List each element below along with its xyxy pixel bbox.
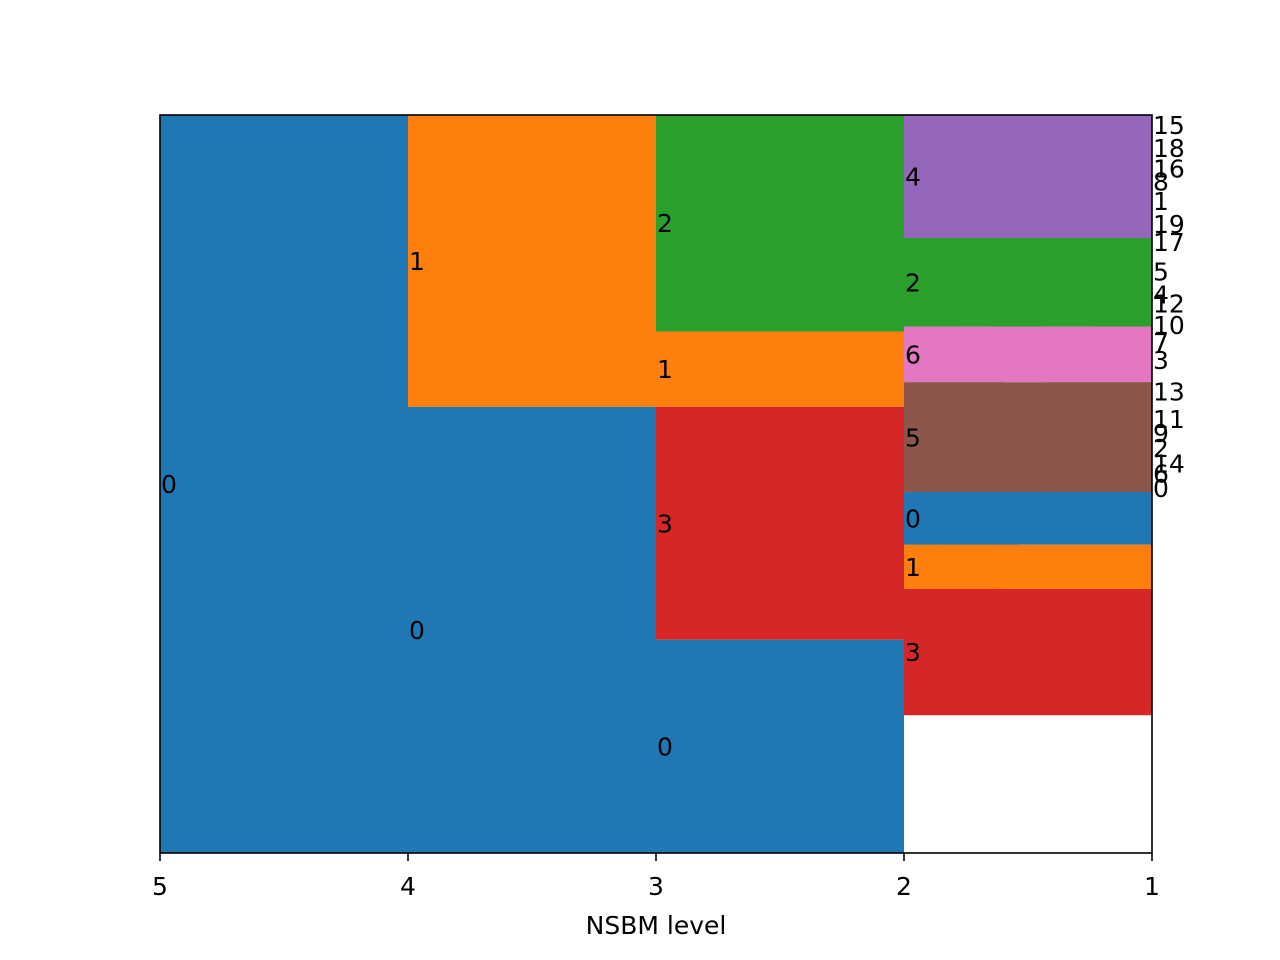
group-labels-layer: 0102130426501315181681191754121073131192… bbox=[161, 111, 1185, 762]
group-label-level-2: 2 bbox=[905, 268, 921, 297]
group-label-level-1: 19 bbox=[1153, 210, 1185, 239]
group-label-level-1: 2 bbox=[1153, 434, 1169, 463]
group-label-level-2: 5 bbox=[905, 423, 921, 452]
band-level-2-group-0 bbox=[904, 492, 1152, 545]
band-level-5-group-0 bbox=[160, 115, 408, 853]
group-label-level-2: 0 bbox=[905, 504, 921, 533]
group-label-level-2: 3 bbox=[905, 638, 921, 667]
band-level-2-group-3 bbox=[904, 588, 1152, 716]
band-level-2-group-2 bbox=[904, 238, 1152, 327]
group-label-level-5: 0 bbox=[161, 470, 177, 499]
group-label-level-1: 17 bbox=[1153, 228, 1185, 257]
x-axis-label: NSBM level bbox=[586, 911, 727, 940]
group-label-level-2: 4 bbox=[905, 163, 921, 192]
group-label-level-1: 9 bbox=[1153, 419, 1169, 448]
x-tick-label: 4 bbox=[400, 872, 416, 901]
group-label-level-1: 3 bbox=[1153, 346, 1169, 375]
group-label-level-1: 4 bbox=[1153, 281, 1169, 310]
band-level-3-group-2 bbox=[656, 115, 904, 332]
group-label-level-3: 1 bbox=[657, 355, 673, 384]
group-label-level-1: 10 bbox=[1153, 311, 1185, 340]
group-label-level-2: 1 bbox=[905, 553, 921, 582]
group-label-level-1: 12 bbox=[1153, 290, 1185, 319]
group-label-level-1: 8 bbox=[1153, 167, 1169, 196]
group-label-level-1: 18 bbox=[1153, 134, 1185, 163]
group-label-level-1: 6 bbox=[1153, 459, 1169, 488]
x-tick-label: 2 bbox=[896, 872, 912, 901]
group-label-level-4: 0 bbox=[409, 616, 425, 645]
group-label-level-3: 0 bbox=[657, 732, 673, 761]
band-level-3-group-3 bbox=[656, 406, 904, 640]
group-label-level-1: 13 bbox=[1153, 377, 1185, 406]
group-label-level-1: 5 bbox=[1153, 258, 1169, 287]
group-label-level-3: 2 bbox=[657, 209, 673, 238]
group-label-level-1: 16 bbox=[1153, 154, 1185, 183]
group-label-level-1: 1 bbox=[1153, 187, 1169, 216]
group-label-level-1: 11 bbox=[1153, 405, 1185, 434]
x-tick-label: 3 bbox=[648, 872, 664, 901]
band-level-3-group-0 bbox=[656, 639, 904, 853]
band-level-3-group-1 bbox=[656, 331, 904, 407]
group-label-level-4: 1 bbox=[409, 247, 425, 276]
group-label-level-2: 6 bbox=[905, 340, 921, 369]
group-label-level-1: 15 bbox=[1153, 111, 1185, 140]
group-label-level-1: 0 bbox=[1153, 474, 1169, 503]
band-level-4-group-0 bbox=[408, 406, 656, 853]
bars-layer bbox=[160, 115, 1152, 853]
band-level-2-group-4 bbox=[904, 115, 1152, 238]
band-level-4-group-1 bbox=[408, 115, 656, 407]
x-axis: 5 4 3 2 1 bbox=[152, 853, 1160, 901]
group-label-level-3: 3 bbox=[657, 509, 673, 538]
band-level-2-group-1 bbox=[904, 544, 1152, 589]
group-label-level-1: 14 bbox=[1153, 450, 1185, 479]
band-level-2-group-5 bbox=[904, 382, 1152, 493]
x-tick-label: 5 bbox=[152, 872, 168, 901]
group-label-level-1: 7 bbox=[1153, 328, 1169, 357]
x-tick-label: 1 bbox=[1144, 872, 1160, 901]
band-level-2-group-6 bbox=[904, 326, 1152, 383]
